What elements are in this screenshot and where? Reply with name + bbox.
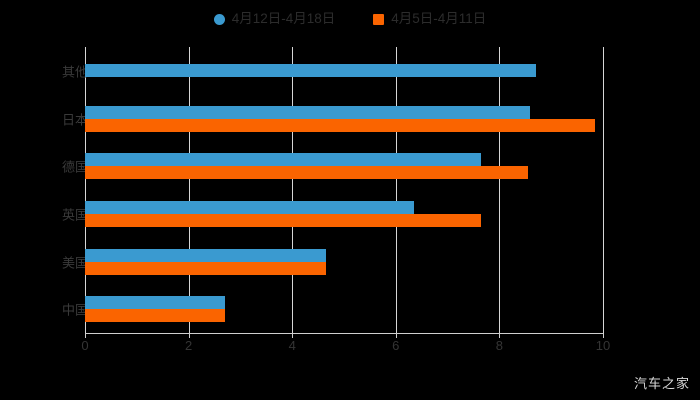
x-tick-4	[292, 333, 294, 338]
gridline-6	[395, 47, 397, 333]
x-axis-line	[85, 333, 604, 334]
bar	[85, 200, 414, 214]
x-tick-label: 6	[392, 338, 400, 353]
y-axis-category-label: 日本	[61, 112, 88, 127]
gridline-10	[603, 47, 604, 333]
watermark: 汽车之家	[633, 376, 690, 391]
bar	[85, 153, 482, 167]
plot-area	[85, 47, 604, 333]
y-axis-category-label: 德国	[61, 159, 88, 175]
gridline-2	[188, 47, 190, 333]
x-tick-label: 10	[595, 338, 611, 353]
x-tick-label: 2	[184, 338, 193, 353]
x-tick-label: 0	[81, 338, 89, 353]
x-tick-0	[85, 333, 86, 338]
y-axis-category-label: 其他	[61, 64, 88, 80]
gridline-0	[85, 47, 86, 333]
chart-legend: 4月12日-4月18日 4月5日-4月11日	[0, 8, 700, 30]
y-axis-category-label: 美国	[61, 255, 88, 270]
bar	[85, 64, 536, 78]
bar	[85, 248, 326, 262]
x-tick-6	[395, 333, 397, 338]
gridline-4	[292, 47, 294, 333]
legend-square-marker-icon	[373, 13, 385, 25]
x-tick-8	[499, 333, 501, 338]
legend-item-2[interactable]: 4月5日-4月11日	[373, 12, 486, 26]
bar	[85, 166, 528, 180]
legend-circle-marker-icon	[213, 13, 225, 25]
bar	[85, 309, 225, 323]
x-tick-label: 4	[288, 338, 296, 353]
bar	[85, 105, 531, 119]
legend-item-label: 4月12日-4月18日	[231, 11, 336, 27]
y-axis-category-label: 中国	[61, 302, 88, 318]
legend-item-label: 4月5日-4月11日	[391, 11, 487, 27]
x-tick-label: 8	[495, 338, 504, 353]
legend-item-1[interactable]: 4月12日-4月18日	[213, 11, 336, 27]
x-tick-2	[188, 333, 190, 338]
x-tick-10	[603, 333, 604, 338]
gridline-8	[499, 47, 501, 333]
bar	[85, 213, 482, 227]
y-axis-category-label: 英国	[61, 207, 88, 223]
bar	[85, 118, 596, 132]
bar	[85, 296, 225, 310]
bar	[85, 261, 326, 275]
